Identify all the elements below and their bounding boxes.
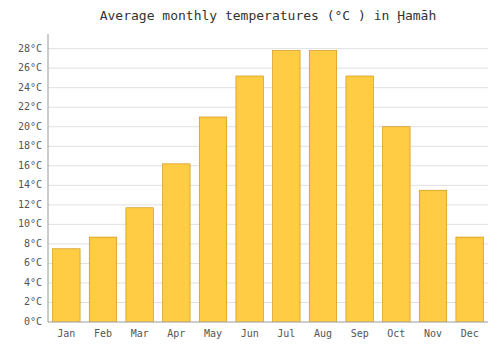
bar bbox=[89, 237, 117, 322]
y-axis-line bbox=[48, 34, 49, 322]
title: Average monthly temperatures (°C ) in Ḩa… bbox=[100, 8, 437, 23]
bar bbox=[199, 117, 227, 322]
y-tick-labels: 0°C 2°C 4°C 6°C 8°C 10°C 12°C 14°C 16°C 18°C 20°C 2… bbox=[18, 43, 42, 327]
grid-line bbox=[48, 48, 488, 49]
y-tick-label: 10°C bbox=[18, 218, 42, 229]
y-tick-label: 28°C bbox=[18, 43, 42, 54]
x-tick-label: Feb bbox=[94, 328, 112, 339]
x-tick-labels: Jan Feb Mar Apr May Jun Jul Aug Sep Oct Nov Dec bbox=[57, 328, 478, 339]
bar bbox=[126, 208, 153, 322]
y-tick-label: 0°C bbox=[24, 316, 42, 327]
grid-line bbox=[48, 165, 488, 166]
y-tick-label: 6°C bbox=[24, 257, 42, 268]
x-tick-label: Jul bbox=[277, 328, 295, 339]
y-tick-label: 8°C bbox=[24, 238, 42, 249]
y-tick-label: 12°C bbox=[18, 199, 42, 210]
grid-line bbox=[48, 107, 488, 108]
bar bbox=[163, 164, 191, 322]
grid-line bbox=[48, 68, 488, 69]
x-tick-label: Aug bbox=[314, 328, 332, 339]
y-tick-label: 4°C bbox=[24, 277, 42, 288]
y-tick-label: 24°C bbox=[18, 82, 42, 93]
y-tick-label: 26°C bbox=[18, 62, 42, 73]
bar bbox=[309, 51, 337, 322]
x-tick-label: Nov bbox=[424, 328, 442, 339]
x-tick-label: Mar bbox=[131, 328, 149, 339]
y-tick-label: 18°C bbox=[18, 140, 42, 151]
x-tick-label: Sep bbox=[351, 328, 369, 339]
y-grid bbox=[48, 49, 488, 322]
y-tick-label: 2°C bbox=[24, 296, 42, 307]
bar bbox=[419, 190, 447, 322]
grid-line bbox=[48, 146, 488, 147]
chart: 0°C 2°C 4°C 6°C 8°C 10°C 12°C 14°C 16°C 18°C 20°C 2… bbox=[0, 0, 500, 350]
x-tick-label: Dec bbox=[461, 328, 479, 339]
grid-line bbox=[48, 87, 488, 88]
bars bbox=[53, 51, 484, 322]
bar bbox=[273, 51, 301, 322]
chart-container: 0°C 2°C 4°C 6°C 8°C 10°C 12°C 14°C 16°C 18°C 20°C 2… bbox=[0, 0, 500, 350]
grid-line bbox=[48, 322, 488, 323]
grid-line bbox=[48, 185, 488, 186]
x-tick-label: Jan bbox=[57, 328, 75, 339]
x-tick-label: May bbox=[204, 328, 222, 339]
x-tick-label: Jun bbox=[241, 328, 259, 339]
bar bbox=[346, 76, 374, 322]
y-tick-label: 14°C bbox=[18, 179, 42, 190]
y-tick-label: 16°C bbox=[18, 160, 42, 171]
x-tick-label: Apr bbox=[167, 328, 185, 339]
bar bbox=[53, 249, 80, 322]
grid-line bbox=[48, 126, 488, 127]
bar bbox=[456, 237, 484, 322]
x-tick-label: Oct bbox=[387, 328, 405, 339]
x-axis-line bbox=[48, 322, 488, 323]
bar bbox=[383, 127, 411, 322]
y-tick-label: 22°C bbox=[18, 101, 42, 112]
y-tick-label: 20°C bbox=[18, 121, 42, 132]
bar bbox=[236, 76, 264, 322]
